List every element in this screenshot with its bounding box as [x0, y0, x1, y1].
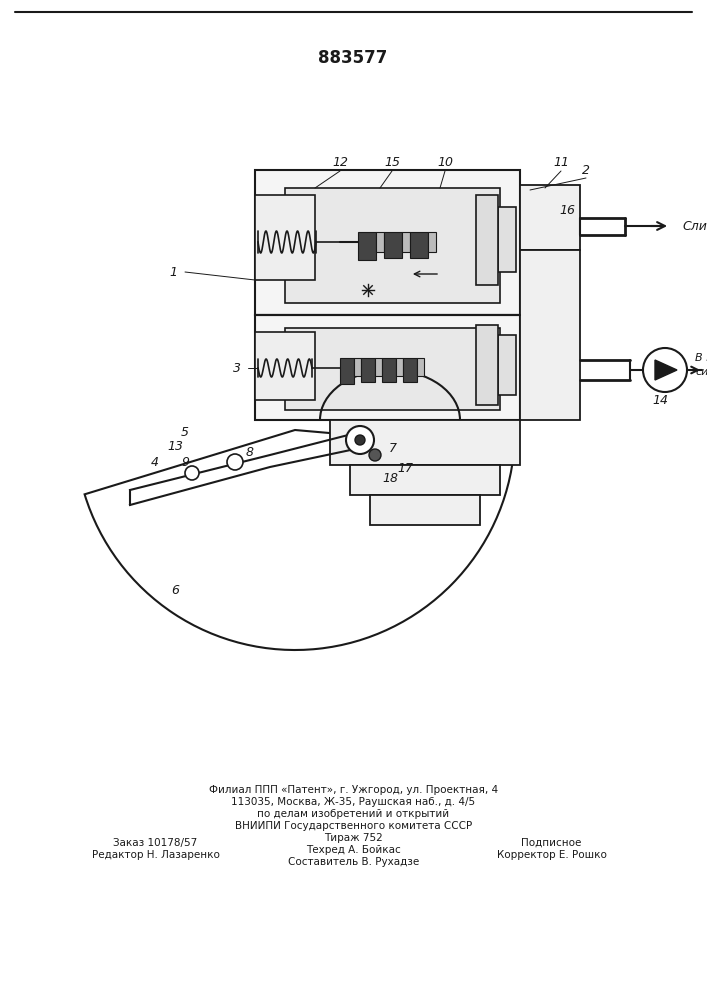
Bar — [476, 195, 498, 285]
Circle shape — [643, 348, 687, 392]
Bar — [358, 232, 376, 260]
Text: Тираж 752: Тираж 752 — [324, 833, 383, 843]
Bar — [476, 325, 498, 405]
Text: 14: 14 — [652, 393, 668, 406]
Bar — [384, 232, 402, 258]
Bar — [396, 358, 403, 376]
Circle shape — [227, 454, 243, 470]
Bar — [330, 420, 520, 465]
Wedge shape — [85, 430, 514, 650]
Text: 10: 10 — [437, 156, 453, 169]
Bar — [354, 358, 361, 376]
Text: Корректор Е. Рошко: Корректор Е. Рошко — [496, 850, 607, 860]
Bar — [255, 170, 520, 315]
Bar — [340, 358, 354, 384]
Bar — [428, 232, 436, 252]
Bar — [361, 358, 375, 382]
Bar — [410, 232, 428, 258]
Text: 2: 2 — [582, 163, 590, 176]
Bar — [382, 358, 396, 382]
Text: В гидро-: В гидро- — [695, 353, 707, 363]
Text: по делам изобретений и открытий: по делам изобретений и открытий — [257, 809, 450, 819]
Text: 4: 4 — [151, 456, 159, 468]
Bar — [255, 195, 315, 280]
Bar — [285, 328, 500, 410]
Bar — [498, 207, 516, 272]
Text: систему: систему — [695, 367, 707, 377]
Text: 17: 17 — [397, 462, 413, 475]
Text: 11: 11 — [553, 156, 569, 169]
Text: Техред А. Бойкас: Техред А. Бойкас — [306, 845, 401, 855]
Text: 13: 13 — [167, 440, 183, 454]
Polygon shape — [655, 360, 677, 380]
Text: Составитель В. Рухадзе: Составитель В. Рухадзе — [288, 857, 419, 867]
Bar — [498, 335, 516, 395]
Circle shape — [185, 466, 199, 480]
Bar — [520, 250, 580, 420]
Text: Подписное: Подписное — [521, 838, 582, 848]
Circle shape — [369, 449, 381, 461]
Text: 15: 15 — [384, 156, 400, 169]
Bar — [255, 315, 520, 420]
Bar — [417, 358, 424, 376]
Bar — [520, 185, 580, 250]
Circle shape — [346, 426, 374, 454]
Bar — [403, 358, 417, 382]
Bar — [255, 332, 315, 400]
Text: 3: 3 — [233, 361, 241, 374]
Text: Редактор Н. Лазаренко: Редактор Н. Лазаренко — [92, 850, 219, 860]
Text: 6: 6 — [171, 584, 179, 596]
Text: 12: 12 — [332, 156, 348, 169]
Text: 9: 9 — [181, 456, 189, 470]
Bar — [350, 465, 500, 495]
Bar — [370, 495, 480, 525]
Bar — [402, 232, 410, 252]
Text: 16: 16 — [559, 204, 575, 217]
Text: Заказ 10178/57: Заказ 10178/57 — [113, 838, 198, 848]
Text: 18: 18 — [382, 472, 398, 485]
Text: 7: 7 — [389, 442, 397, 454]
Text: 113035, Москва, Ж-35, Раушская наб., д. 4/5: 113035, Москва, Ж-35, Раушская наб., д. … — [231, 797, 476, 807]
Text: Слив: Слив — [682, 220, 707, 232]
Bar — [285, 188, 500, 303]
Text: 883577: 883577 — [318, 49, 387, 67]
Text: Филиал ППП «Патент», г. Ужгород, ул. Проектная, 4: Филиал ППП «Патент», г. Ужгород, ул. Про… — [209, 785, 498, 795]
Text: ВНИИПИ Государственного комитета СССР: ВНИИПИ Государственного комитета СССР — [235, 821, 472, 831]
Circle shape — [355, 435, 365, 445]
Text: 5: 5 — [181, 426, 189, 438]
Bar — [376, 232, 384, 252]
Text: 8: 8 — [246, 446, 254, 458]
Text: 1: 1 — [169, 265, 177, 278]
Bar — [375, 358, 382, 376]
